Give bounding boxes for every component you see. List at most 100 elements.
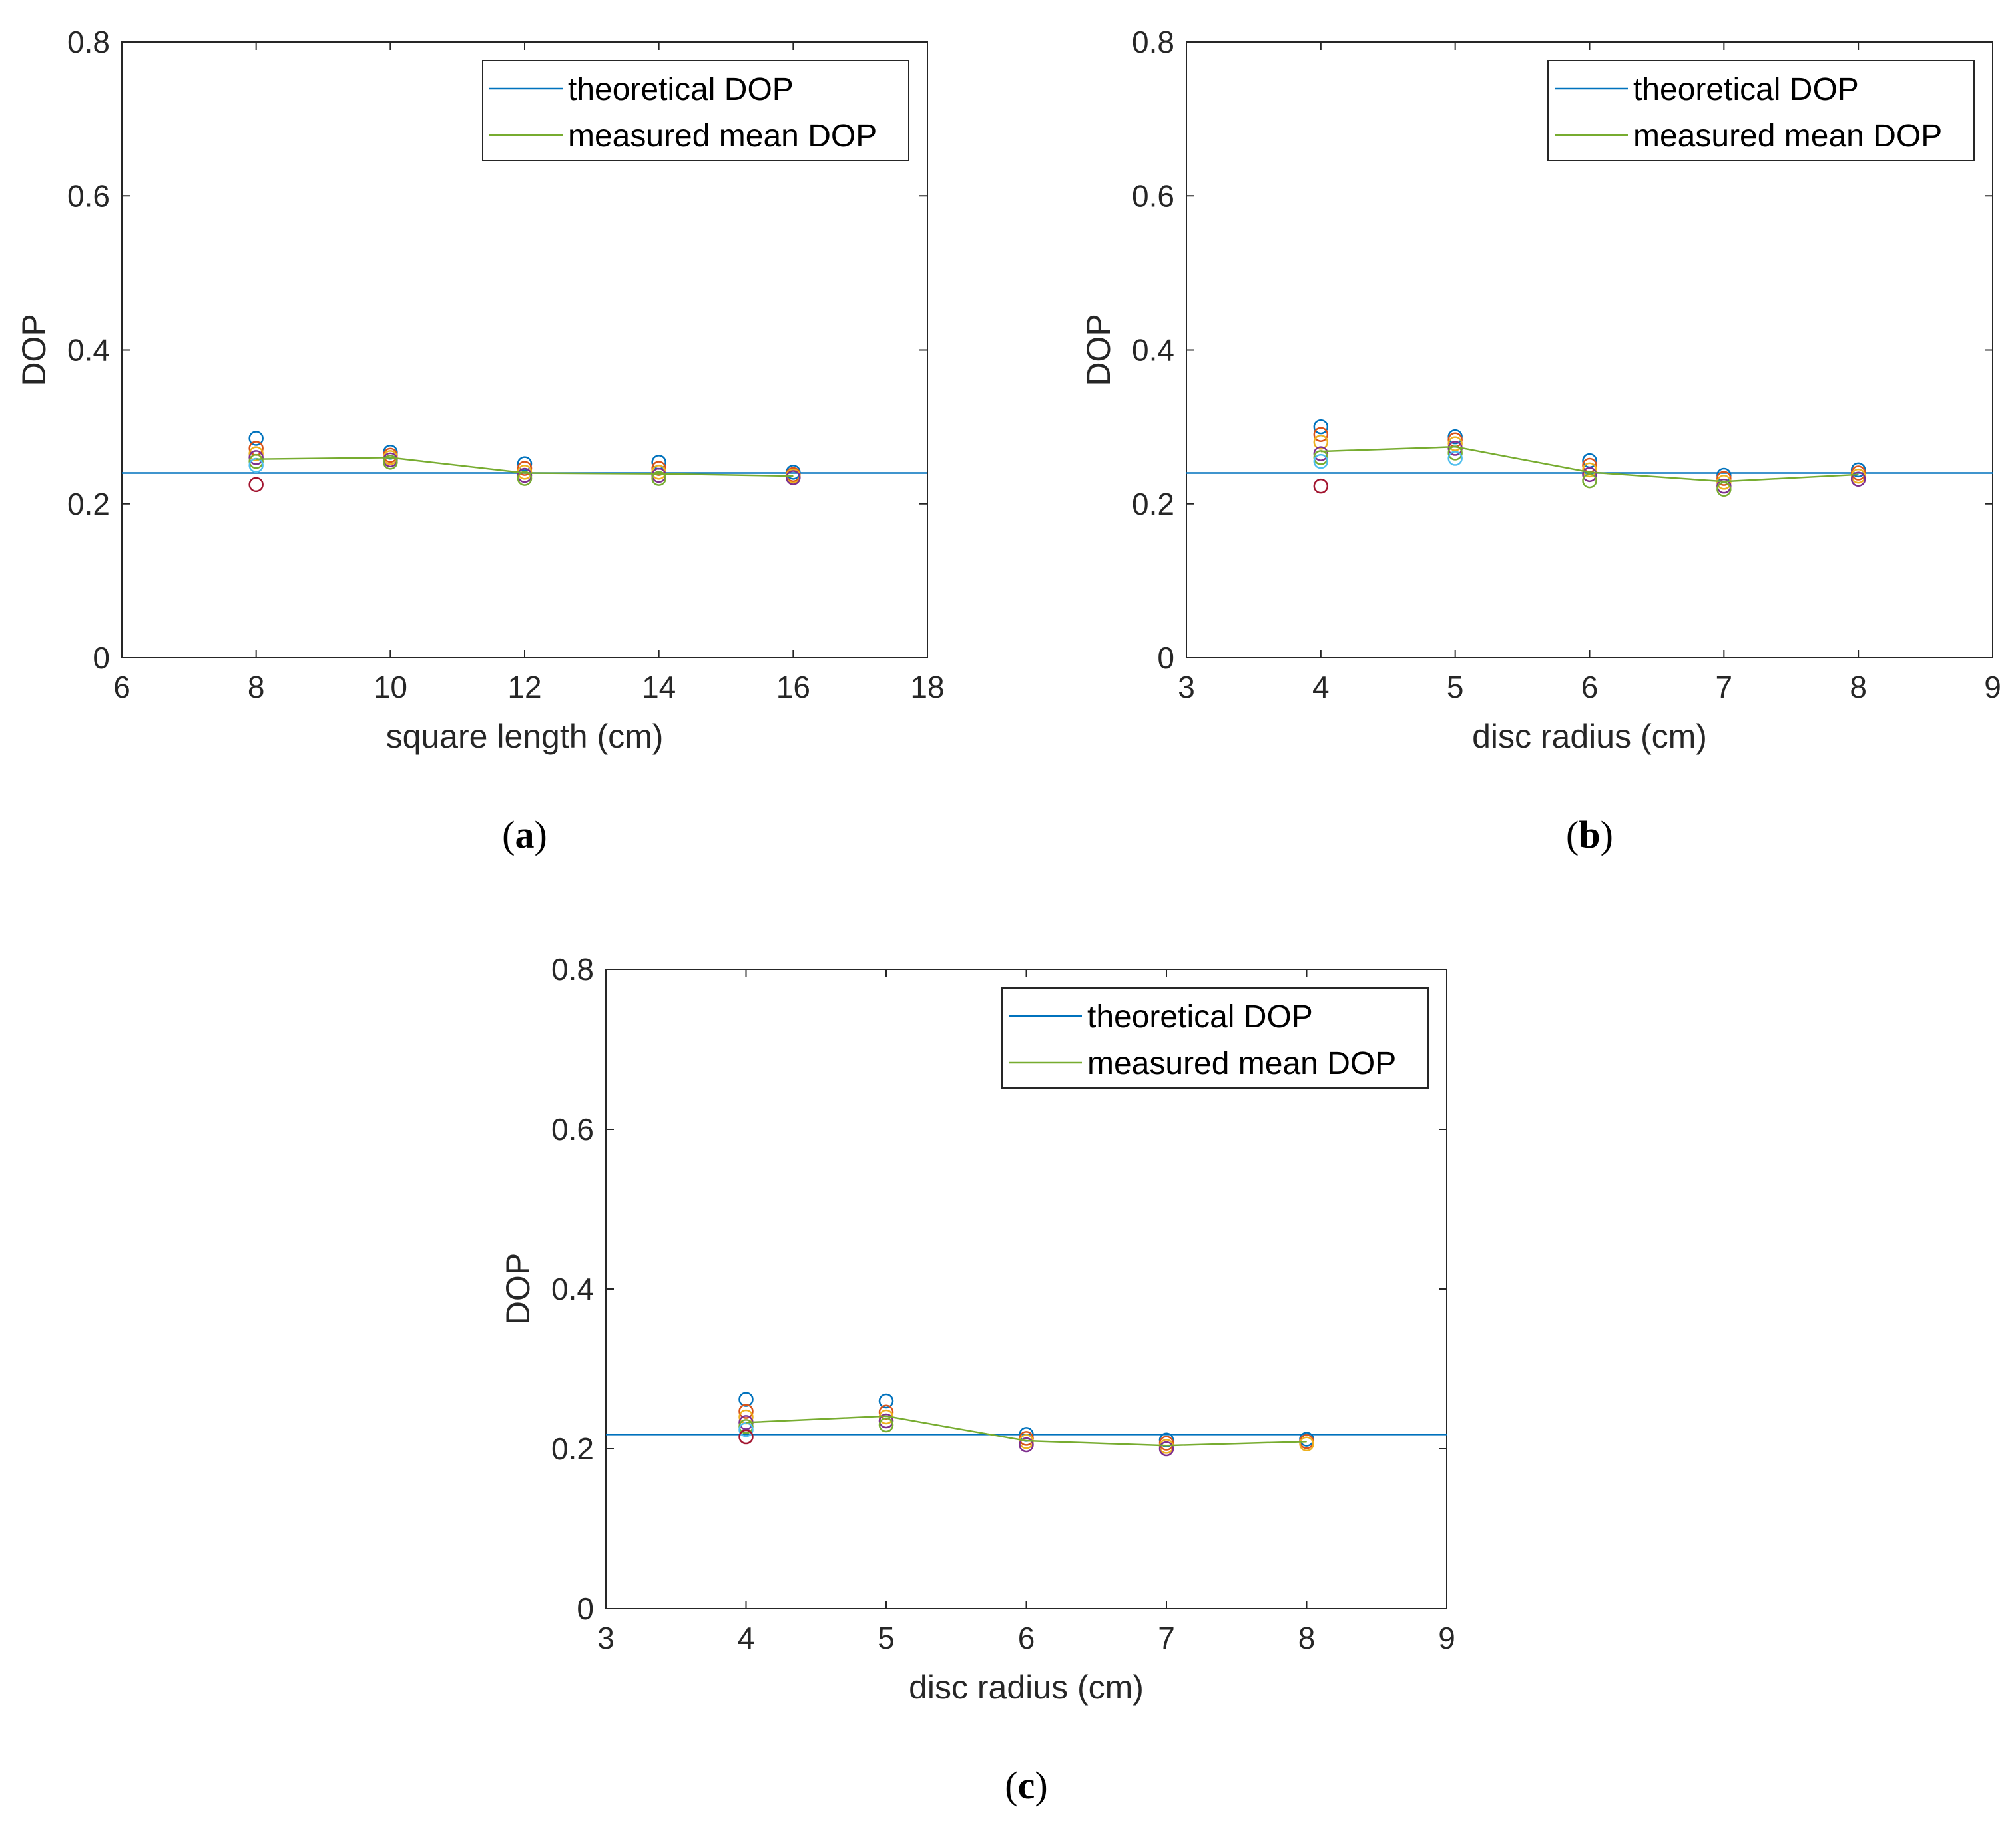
caption-close: ) [1035,1764,1047,1807]
x-tick-label: 18 [910,670,944,704]
data-point [878,1417,894,1433]
y-axis-label: DOP [1080,314,1117,386]
y-tick-label: 0.2 [551,1432,594,1466]
mean-point [1320,451,1322,452]
y-tick-label: 0.4 [1132,333,1174,368]
legend-entry: measured mean DOP [1633,119,1942,154]
data-point [786,470,801,485]
mean-point [1306,1441,1307,1442]
x-tick-label: 9 [1984,670,2001,704]
x-axis-label: square length (cm) [386,718,664,755]
data-point [878,1413,894,1429]
data-point [651,471,666,486]
data-point [1447,436,1463,451]
caption-open: ( [502,813,515,856]
legend-entry: measured mean DOP [1087,1046,1396,1081]
data-point [1716,481,1732,497]
y-tick-label: 0.8 [551,952,594,987]
data-point [1582,473,1597,489]
legend-entry: theoretical DOP [568,72,794,107]
x-tick-label: 6 [1581,670,1599,704]
data-point [248,477,264,493]
x-tick-label: 7 [1158,1621,1175,1655]
data-point [248,446,264,461]
data-point [738,1404,754,1419]
mean-point [1166,1445,1167,1446]
y-tick-label: 0.2 [1132,487,1174,521]
chart-b: 3 4 5 6 7 8 9 0 0.2 0.4 0.6 0.8 disc radius (cm) DOP t… [1080,25,2001,856]
x-axis-label: disc radius (cm) [1472,718,1707,755]
data-point [878,1393,894,1409]
x-tick-label: 9 [1438,1621,1455,1655]
y-axis-label: DOP [499,1253,537,1325]
caption-letter: a [515,813,535,856]
y-tick-label: 0.6 [1132,178,1174,213]
x-tick-label: 6 [113,670,130,704]
x-axis-label: disc radius (cm) [909,1669,1144,1706]
x-tick-label: 14 [642,670,676,704]
data-point [1313,435,1329,450]
y-tick-label: 0.4 [67,333,110,368]
mean-point [658,473,660,475]
data-point [517,461,533,476]
data-point [738,1392,754,1407]
data-point [248,453,264,469]
y-tick-label: 0 [93,641,110,675]
x-tick-label: 10 [374,670,407,704]
caption-open: ( [1005,1764,1017,1807]
chart-a: 6 8 10 12 14 16 18 0 0.2 0.4 0.6 0.8 square length (… [15,25,945,856]
data-point [517,471,533,486]
data-point [248,450,264,465]
x-tick-label: 3 [597,1621,615,1655]
legend-entry: theoretical DOP [1633,72,1859,107]
y-tick-label: 0.8 [1132,25,1174,59]
y-tick-label: 0.2 [67,487,110,521]
x-tick-label: 8 [248,670,265,704]
caption-letter: c [1018,1764,1035,1807]
data-point [1582,462,1597,478]
x-tick-label: 8 [1298,1621,1316,1655]
data-point [383,455,398,470]
mean-point [792,475,794,477]
data-point [1716,475,1732,490]
data-point [1313,478,1329,494]
x-tick-label: 5 [878,1621,895,1655]
data-point [248,431,264,446]
data-point [738,1429,754,1445]
data-point [1582,467,1597,483]
y-tick-label: 0 [1157,641,1174,675]
y-tick-label: 0.4 [551,1272,594,1306]
mean-point [1589,471,1590,473]
data-point [1850,471,1866,487]
data-point [1313,446,1329,461]
mean-point [1858,474,1859,475]
data-point [1019,1437,1034,1453]
data-point [1158,1441,1174,1457]
data-point [1447,451,1463,466]
x-tick-label: 3 [1178,670,1195,704]
legend-entry: measured mean DOP [568,119,877,154]
legend-box [482,60,909,161]
caption-letter: b [1579,813,1600,856]
x-tick-label: 12 [507,670,541,704]
caption-close: ) [1601,813,1613,856]
data-point [1313,419,1329,435]
y-tick-label: 0.8 [67,25,110,59]
caption-open: ( [1566,813,1579,856]
x-tick-label: 5 [1447,670,1464,704]
caption-close: ) [535,813,547,856]
subfigure-caption: (b) [1566,813,1613,856]
y-tick-label: 0 [577,1591,594,1626]
data-point [1313,427,1329,442]
x-tick-label: 6 [1018,1621,1035,1655]
data-point [738,1422,754,1437]
x-tick-label: 7 [1716,670,1733,704]
data-point [1313,453,1329,469]
y-axis-label: DOP [15,314,53,386]
legend-entry: theoretical DOP [1087,999,1313,1035]
x-tick-label: 16 [776,670,810,704]
x-tick-label: 4 [738,1621,755,1655]
chart-c: 3 4 5 6 7 8 9 0 0.2 0.4 0.6 0.8 disc radius (cm) DOP t… [499,952,1455,1807]
data-point [1716,471,1732,486]
